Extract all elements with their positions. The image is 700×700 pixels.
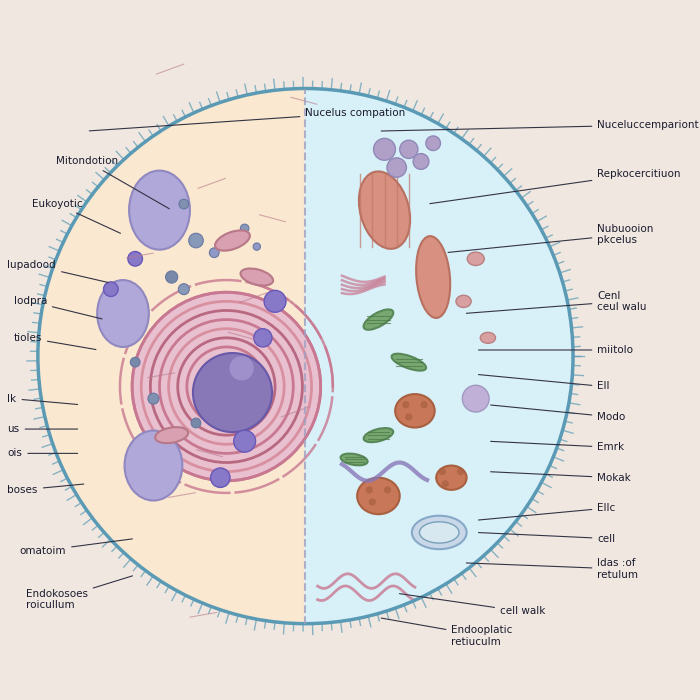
Circle shape <box>240 224 249 232</box>
Circle shape <box>400 140 418 158</box>
Text: cell walk: cell walk <box>400 594 545 617</box>
Text: boses: boses <box>8 484 84 495</box>
Text: Mitondotion: Mitondotion <box>56 157 169 209</box>
Circle shape <box>413 153 429 169</box>
Ellipse shape <box>467 252 484 265</box>
Text: lupadood: lupadood <box>8 260 108 283</box>
Circle shape <box>209 248 219 258</box>
Text: cell: cell <box>479 533 615 543</box>
Circle shape <box>191 418 201 428</box>
Circle shape <box>365 486 373 493</box>
Ellipse shape <box>395 394 435 428</box>
Circle shape <box>104 282 118 297</box>
Ellipse shape <box>155 427 188 443</box>
Text: Nubuooion
pkcelus: Nubuooion pkcelus <box>448 224 654 253</box>
Circle shape <box>193 353 272 432</box>
Ellipse shape <box>456 295 471 307</box>
Circle shape <box>130 357 140 367</box>
Ellipse shape <box>436 466 467 490</box>
Ellipse shape <box>480 332 496 343</box>
Circle shape <box>189 233 203 248</box>
Circle shape <box>421 401 428 408</box>
Circle shape <box>254 329 272 347</box>
Ellipse shape <box>341 454 368 466</box>
Circle shape <box>148 393 159 404</box>
Circle shape <box>253 243 260 251</box>
Ellipse shape <box>359 172 410 248</box>
Text: Modo: Modo <box>491 405 626 422</box>
Text: us: us <box>8 424 78 434</box>
Text: Endooplatic
retiuculm: Endooplatic retiuculm <box>382 618 513 647</box>
Ellipse shape <box>412 516 467 550</box>
Text: Repkocercitiuon: Repkocercitiuon <box>430 169 681 204</box>
Ellipse shape <box>125 430 182 500</box>
Ellipse shape <box>363 309 393 330</box>
Polygon shape <box>305 88 573 624</box>
Circle shape <box>405 413 412 421</box>
Circle shape <box>374 139 395 160</box>
Text: lodpra: lodpra <box>13 296 102 319</box>
Ellipse shape <box>215 230 250 251</box>
Circle shape <box>369 498 376 505</box>
Text: tioles: tioles <box>13 332 96 349</box>
Text: Eukoyotic: Eukoyotic <box>32 199 120 233</box>
Text: Ellc: Ellc <box>479 503 615 520</box>
Polygon shape <box>38 88 305 624</box>
Ellipse shape <box>129 171 190 250</box>
Circle shape <box>230 356 254 380</box>
Circle shape <box>178 284 189 295</box>
Circle shape <box>166 271 178 283</box>
Ellipse shape <box>416 236 450 318</box>
Text: Emrk: Emrk <box>491 442 624 452</box>
Circle shape <box>384 486 391 493</box>
Ellipse shape <box>97 280 149 347</box>
Text: ldas :of
retulum: ldas :of retulum <box>466 558 638 580</box>
Circle shape <box>128 251 143 266</box>
Ellipse shape <box>419 522 459 543</box>
Circle shape <box>387 158 407 177</box>
Text: Nucelus compation: Nucelus compation <box>90 108 406 131</box>
Ellipse shape <box>391 354 426 370</box>
Text: omatoim: omatoim <box>20 539 132 556</box>
Circle shape <box>442 480 449 487</box>
Circle shape <box>402 401 409 408</box>
Circle shape <box>439 468 446 475</box>
Text: Mokak: Mokak <box>491 472 631 483</box>
Circle shape <box>234 430 256 452</box>
Ellipse shape <box>364 428 393 442</box>
Circle shape <box>426 136 440 150</box>
Text: Endokosoes
roicullum: Endokosoes roicullum <box>26 576 132 610</box>
Text: lk: lk <box>8 393 78 405</box>
Circle shape <box>264 290 286 312</box>
Circle shape <box>462 385 489 412</box>
Ellipse shape <box>357 477 400 514</box>
Text: Nuceluccempariont: Nuceluccempariont <box>382 120 699 131</box>
Text: Ell: Ell <box>479 374 610 391</box>
Circle shape <box>179 199 189 209</box>
Ellipse shape <box>241 269 273 286</box>
Circle shape <box>457 468 464 475</box>
Text: miitolo: miitolo <box>479 345 634 355</box>
Circle shape <box>211 468 230 487</box>
Text: Cenl
ceul walu: Cenl ceul walu <box>466 290 647 314</box>
Circle shape <box>132 292 321 481</box>
Text: ois: ois <box>8 449 78 458</box>
